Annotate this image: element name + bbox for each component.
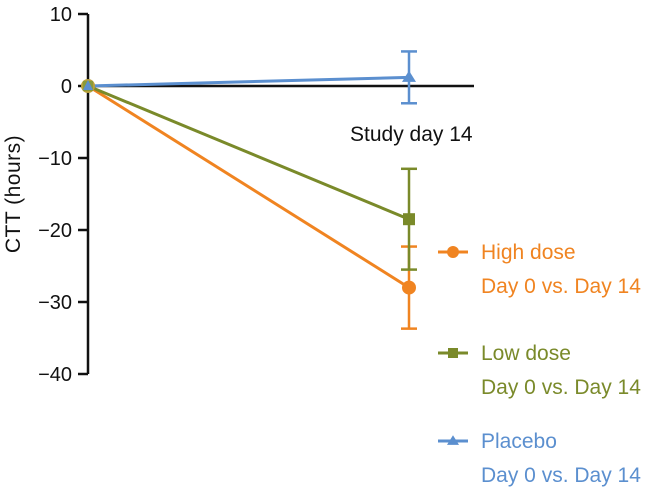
y-tick-label: 10	[50, 4, 72, 26]
series-placebo	[87, 50, 417, 105]
annotation-study-day: Study day 14	[350, 123, 473, 146]
legend-sublabel: Day 0 vs. Day 14	[481, 275, 641, 298]
y-tick-label: −10	[38, 148, 72, 170]
y-tick-label: −30	[38, 292, 72, 314]
data-point-marker	[402, 280, 416, 295]
y-tick-label: 0	[61, 76, 72, 98]
legend-sublabel: Day 0 vs. Day 14	[481, 376, 641, 399]
y-tick-label: −20	[38, 220, 72, 242]
legend-label: Low dose	[481, 342, 571, 365]
origin-marker-triangle	[83, 80, 93, 90]
legend-label: High dose	[481, 241, 576, 264]
axes: 10 0 −10 −20 −30 −40	[38, 4, 474, 386]
data-point-marker	[447, 246, 459, 258]
legend-item-placebo: Placebo Day 0 vs. Day 14	[438, 430, 641, 487]
data-point-marker	[447, 435, 459, 445]
legend-item-low: Low dose Day 0 vs. Day 14	[438, 342, 641, 399]
series-line	[87, 84, 410, 221]
series-line	[87, 84, 410, 289]
y-axis-title: CTT (hours)	[2, 135, 25, 253]
y-tick-label: −40	[38, 364, 72, 386]
legend-label: Placebo	[481, 430, 557, 453]
legend-item-high: High dose Day 0 vs. Day 14	[438, 241, 641, 298]
origin-point	[81, 79, 95, 93]
data-point-marker	[403, 213, 415, 226]
legend-sublabel: Day 0 vs. Day 14	[481, 464, 641, 487]
data-point-marker	[402, 70, 416, 82]
series-layer	[81, 50, 417, 330]
series-low	[87, 84, 417, 271]
data-point-marker	[448, 348, 458, 358]
series-line	[87, 75, 410, 88]
legend: High dose Day 0 vs. Day 14 Low dose Day 0 v…	[438, 241, 641, 487]
